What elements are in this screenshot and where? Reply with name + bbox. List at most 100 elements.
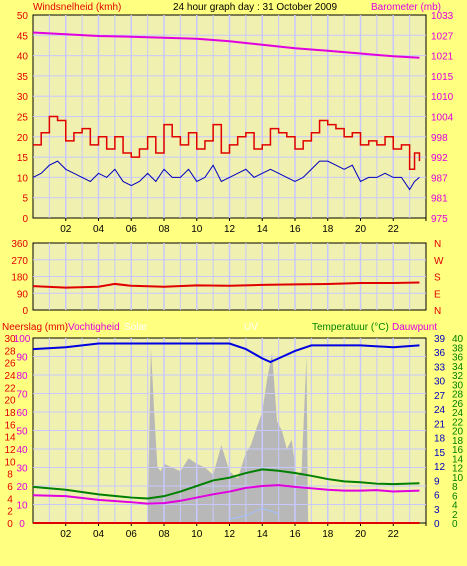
uv-tick-label: 18 bbox=[434, 434, 446, 445]
direction-tick-label: 270 bbox=[11, 256, 28, 267]
wind-speed-tick-label: 45 bbox=[17, 31, 29, 42]
wind-chart-x-label: 08 bbox=[158, 224, 170, 235]
rain-tick-label: 10 bbox=[4, 457, 16, 468]
wind-speed-tick-label: 50 bbox=[17, 11, 29, 22]
rain-tick-label: 28 bbox=[4, 346, 16, 357]
rain-temp-chart-x-label: 12 bbox=[224, 529, 236, 540]
uv-tick-label: 6 bbox=[434, 491, 440, 502]
uv-tick-label: 39 bbox=[434, 334, 446, 345]
direction-tick-label: 180 bbox=[11, 273, 28, 284]
direction-tick-label: 0 bbox=[22, 306, 28, 317]
wind-speed-tick-label: 15 bbox=[17, 153, 29, 164]
humidity-tick-label: 60 bbox=[16, 408, 28, 419]
wind-speed-tick-label: 25 bbox=[17, 113, 29, 124]
barometer-tick-label: 998 bbox=[431, 133, 448, 144]
rain-temp-chart-x-label: 14 bbox=[257, 529, 269, 540]
temperature-tick-label: 40 bbox=[452, 334, 464, 345]
wind-speed-axis-title: Windsnelheid (kmh) bbox=[33, 2, 121, 13]
rain-axis-title: Neerslag (mm) bbox=[2, 322, 68, 333]
rain-temp-chart-x-label: 10 bbox=[191, 529, 203, 540]
uv-line bbox=[229, 507, 279, 520]
barometer-tick-label: 1027 bbox=[431, 31, 454, 42]
page-title: 24 hour graph day : 31 October 2009 bbox=[173, 2, 337, 13]
rain-tick-label: 24 bbox=[4, 371, 16, 382]
barometer-line bbox=[32, 31, 420, 59]
wind-chart-x-label: 16 bbox=[289, 224, 301, 235]
temperature-tick-label: 4 bbox=[452, 501, 458, 512]
humidity-tick-label: 100 bbox=[14, 334, 31, 345]
wind-speed-tick-label: 30 bbox=[17, 92, 29, 103]
barometer-axis-title: Barometer (mb) bbox=[371, 2, 441, 13]
humidity-tick-label: 30 bbox=[16, 464, 28, 475]
barometer-tick-label: 992 bbox=[431, 153, 448, 164]
wind-speed-tick-label: 40 bbox=[17, 52, 29, 63]
rain-tick-label: 22 bbox=[4, 383, 16, 394]
rain-temp-chart-x-label: 22 bbox=[388, 529, 400, 540]
temperature-tick-label: 22 bbox=[452, 417, 464, 428]
dewpoint-axis-title: Dauwpunt bbox=[392, 322, 437, 333]
rain-temp-chart-x-label: 02 bbox=[60, 529, 72, 540]
wind-chart-x-label: 20 bbox=[355, 224, 367, 235]
humidity-tick-label: 10 bbox=[16, 501, 28, 512]
wind-chart-x-label: 02 bbox=[60, 224, 72, 235]
wind-chart-x-label: 06 bbox=[126, 224, 138, 235]
temperature-line bbox=[32, 468, 420, 500]
uv-tick-label: 9 bbox=[434, 476, 440, 487]
humidity-tick-label: 20 bbox=[16, 482, 28, 493]
rain-tick-label: 16 bbox=[4, 420, 16, 431]
wind-chart-x-label: 04 bbox=[93, 224, 105, 235]
direction-tick-label: 360 bbox=[11, 239, 28, 250]
temperature-tick-label: 12 bbox=[452, 464, 464, 475]
temperature-tick-label: 10 bbox=[452, 473, 464, 484]
temperature-axis-title: Temperatuur (°C) bbox=[312, 322, 389, 333]
rain-temp-chart-x-label: 08 bbox=[158, 529, 170, 540]
barometer-tick-label: 1010 bbox=[431, 92, 454, 103]
wind-direction-line bbox=[32, 281, 420, 289]
humidity-tick-label: 50 bbox=[16, 427, 28, 438]
temperature-tick-label: 20 bbox=[452, 427, 464, 438]
rain-tick-label: 6 bbox=[7, 482, 13, 493]
wind-speed-tick-label: 20 bbox=[17, 133, 29, 144]
average-wind-line bbox=[32, 160, 420, 191]
solar-area bbox=[147, 347, 309, 523]
rain-temp-chart-x-label: 16 bbox=[289, 529, 301, 540]
wind-speed-tick-label: 10 bbox=[17, 173, 29, 184]
temperature-tick-label: 26 bbox=[452, 399, 464, 410]
rain-tick-label: 14 bbox=[4, 433, 16, 444]
humidity-line bbox=[32, 342, 420, 364]
uv-tick-label: 33 bbox=[434, 362, 446, 373]
uv-tick-label: 30 bbox=[434, 377, 446, 388]
temperature-tick-label: 2 bbox=[452, 510, 458, 521]
wind-chart-x-label: 22 bbox=[388, 224, 400, 235]
barometer-tick-label: 975 bbox=[431, 214, 448, 225]
humidity-tick-label: 40 bbox=[16, 445, 28, 456]
temperature-tick-label: 16 bbox=[452, 445, 464, 456]
compass-tick-label: N bbox=[434, 239, 441, 250]
rain-tick-label: 30 bbox=[4, 334, 16, 345]
wind-chart-x-label: 14 bbox=[257, 224, 269, 235]
temperature-tick-label: 0 bbox=[452, 519, 458, 530]
temperature-tick-label: 6 bbox=[452, 491, 458, 502]
rain-tick-label: 18 bbox=[4, 408, 16, 419]
dewpoint-line bbox=[32, 484, 420, 505]
humidity-tick-label: 70 bbox=[16, 390, 28, 401]
direction-tick-label: 90 bbox=[17, 289, 29, 300]
temperature-tick-label: 18 bbox=[452, 436, 464, 447]
compass-tick-label: E bbox=[434, 289, 441, 300]
uv-tick-label: 21 bbox=[434, 419, 446, 430]
wind-chart-x-label: 18 bbox=[322, 224, 334, 235]
temperature-tick-label: 28 bbox=[452, 390, 464, 401]
humidity-tick-label: 90 bbox=[16, 353, 28, 364]
wind-speed-tick-label: 0 bbox=[22, 214, 28, 225]
wind-speed-tick-label: 35 bbox=[17, 72, 29, 83]
uv-axis-title: UV bbox=[244, 322, 258, 333]
temperature-tick-label: 32 bbox=[452, 371, 464, 382]
temperature-tick-label: 24 bbox=[452, 408, 464, 419]
uv-tick-label: 0 bbox=[434, 519, 440, 530]
rain-tick-label: 2 bbox=[7, 507, 13, 518]
uv-tick-label: 12 bbox=[434, 462, 446, 473]
rain-temp-chart-x-label: 06 bbox=[126, 529, 138, 540]
compass-tick-label: N bbox=[434, 306, 441, 317]
barometer-tick-label: 1021 bbox=[431, 52, 454, 63]
rain-tick-label: 12 bbox=[4, 445, 16, 456]
